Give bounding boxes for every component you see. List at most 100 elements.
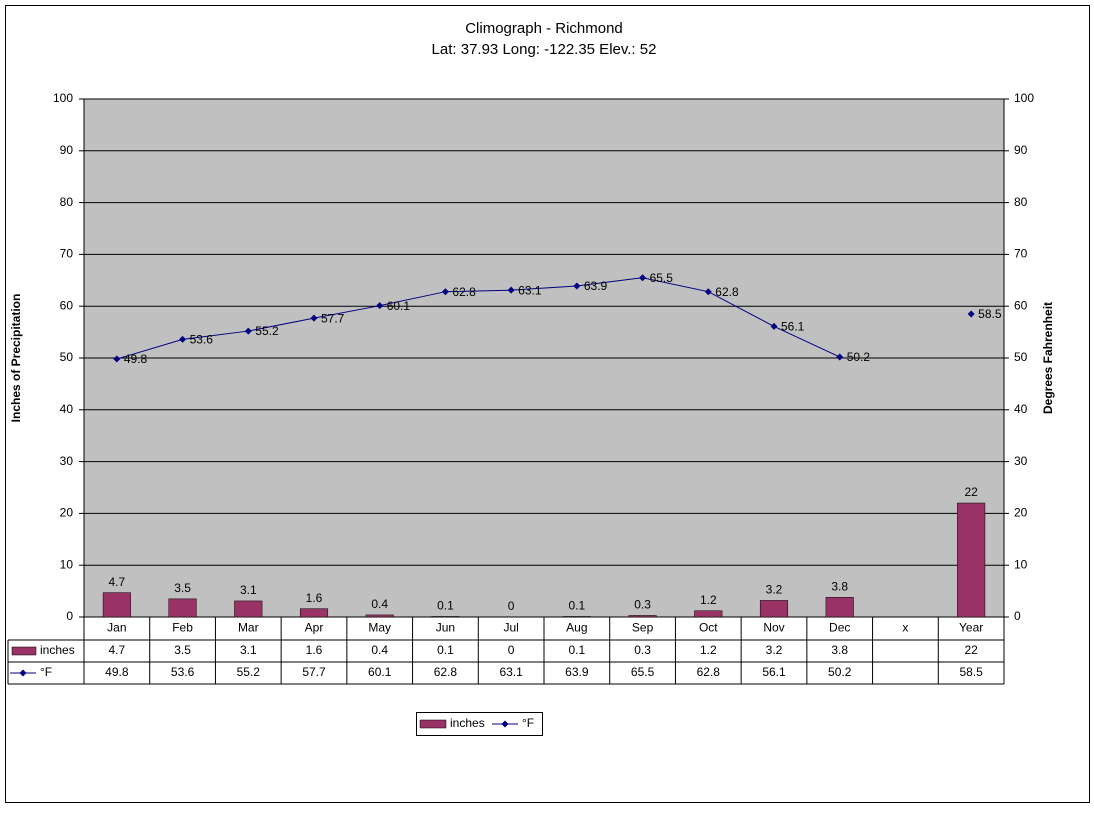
line-marker [179, 335, 187, 343]
line-marker [704, 288, 712, 296]
bar-value-label: 3.2 [766, 583, 783, 597]
table-cell: 63.9 [565, 665, 589, 679]
x-tick-label: Dec [829, 621, 850, 635]
table-cell: 0.1 [569, 643, 586, 657]
bar [957, 502, 986, 618]
table-cell: 1.6 [306, 643, 323, 657]
line-marker [244, 327, 252, 335]
x-tick-label: Apr [305, 621, 324, 635]
y-tick-label: 10 [60, 557, 74, 571]
line-value-label: 58.5 [978, 307, 1002, 321]
y-axis-label: Inches of Precipitation [9, 294, 23, 423]
table-cell: 60.1 [368, 665, 392, 679]
bar [299, 608, 329, 618]
line-value-label: 53.6 [190, 333, 214, 347]
y-tick-label: 80 [60, 195, 74, 209]
y-tick-label: 40 [60, 402, 74, 416]
line-marker [770, 322, 778, 330]
y-tick-label: 30 [60, 454, 74, 468]
bar [431, 616, 460, 618]
x-tick-label: Feb [172, 621, 193, 635]
bar-value-label: 1.2 [700, 593, 717, 607]
line-marker [376, 302, 384, 310]
legend-marker [501, 720, 509, 728]
y2-tick-label: 40 [1014, 402, 1028, 416]
x-tick-label: Year [959, 621, 983, 635]
line-value-label: 62.8 [452, 285, 476, 299]
line-marker [573, 282, 581, 290]
table-cell: 58.5 [959, 665, 983, 679]
y-tick-label: 100 [53, 91, 73, 105]
line-value-label: 50.2 [847, 350, 871, 364]
table-cell: 4.7 [109, 643, 126, 657]
line-value-label: 60.1 [387, 299, 411, 313]
table-legend-key [11, 646, 37, 656]
table-cell: 3.5 [174, 643, 191, 657]
line-marker [639, 274, 647, 282]
x-tick-label: Aug [566, 621, 587, 635]
line-marker [310, 314, 318, 322]
chart-subtitle: Lat: 37.93 Long: -122.35 Elev.: 52 [432, 41, 657, 58]
table-cell: 0.3 [634, 643, 651, 657]
x-tick-label: Jul [503, 621, 518, 635]
line-value-label: 62.8 [715, 285, 739, 299]
x-tick-label: Sep [632, 621, 654, 635]
y2-tick-label: 80 [1014, 195, 1028, 209]
table-cell: 3.1 [240, 643, 257, 657]
y-tick-label: 90 [60, 143, 74, 157]
y-tick-label: 50 [60, 350, 74, 364]
y2-tick-label: 0 [1014, 609, 1021, 623]
bar [168, 598, 197, 618]
bar [825, 597, 854, 618]
bar-value-label: 22 [964, 485, 978, 499]
table-cell: 63.1 [499, 665, 523, 679]
table-cell: 3.8 [831, 643, 848, 657]
y-tick-label: 20 [60, 506, 74, 520]
line-marker [441, 288, 449, 296]
bar [694, 610, 723, 618]
bar [628, 615, 657, 618]
line-value-label: 57.7 [321, 311, 345, 325]
line-value-label: 63.9 [584, 279, 608, 293]
bar-value-label: 3.8 [831, 579, 848, 593]
table-cell: 62.8 [697, 665, 721, 679]
y2-tick-label: 10 [1014, 557, 1028, 571]
table-legend-marker [19, 669, 27, 677]
table-cell: 65.5 [631, 665, 655, 679]
y2-tick-label: 100 [1014, 91, 1034, 105]
legend-label: °F [522, 716, 534, 730]
line-value-label: 63.1 [518, 283, 542, 297]
legend-label: inches [450, 716, 485, 730]
bar [365, 614, 394, 618]
x-tick-label: Jan [107, 621, 126, 635]
line-marker [967, 310, 975, 318]
table-cell: 0.1 [437, 643, 454, 657]
table-row-label: inches [40, 643, 75, 657]
y2-tick-label: 70 [1014, 247, 1028, 261]
table-cell: 53.6 [171, 665, 195, 679]
bar-value-label: 4.7 [109, 575, 126, 589]
x-tick-label: x [902, 621, 908, 635]
bar-value-label: 0.3 [634, 598, 651, 612]
bar [234, 600, 263, 618]
y2-tick-label: 90 [1014, 143, 1028, 157]
x-tick-label: Jun [436, 621, 455, 635]
bar [759, 600, 789, 618]
line-value-label: 56.1 [781, 320, 805, 334]
bar-value-label: 0.1 [569, 599, 586, 613]
table-cell: 3.2 [766, 643, 783, 657]
x-tick-label: May [368, 621, 391, 635]
table-cell: 55.2 [237, 665, 261, 679]
table-row-label: °F [40, 665, 52, 679]
line-marker [507, 286, 515, 294]
y2-tick-label: 60 [1014, 298, 1028, 312]
legend-key [419, 719, 447, 729]
table-cell: 0.4 [371, 643, 388, 657]
line-value-label: 65.5 [650, 271, 674, 285]
table-cell: 22 [964, 643, 978, 657]
table-cell: 50.2 [828, 665, 852, 679]
line-marker [113, 355, 121, 363]
line-value-label: 55.2 [255, 324, 279, 338]
table-cell: 1.2 [700, 643, 717, 657]
